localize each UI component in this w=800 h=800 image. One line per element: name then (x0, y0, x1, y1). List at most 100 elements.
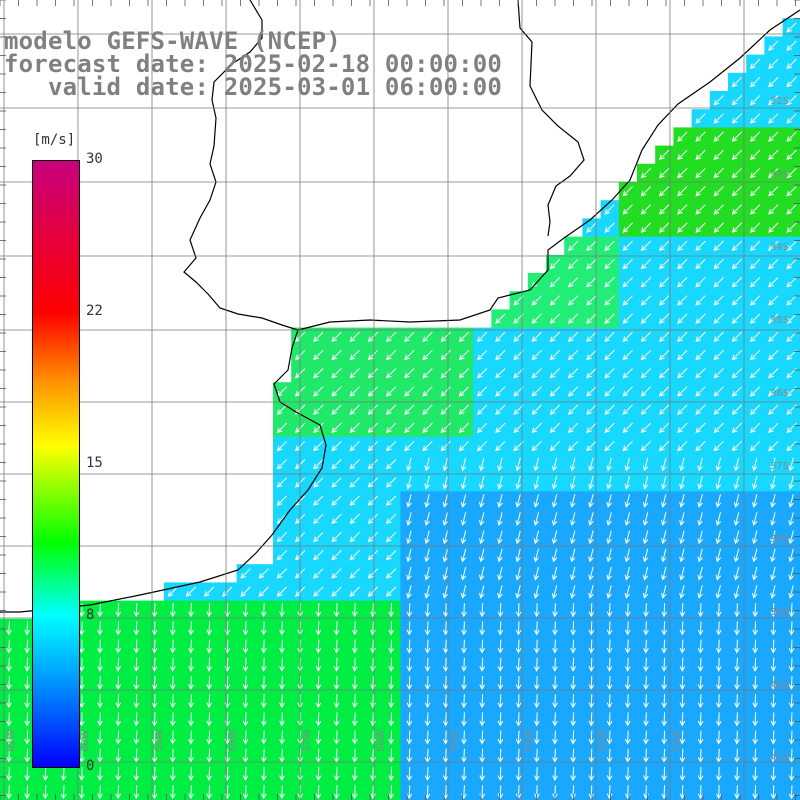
wind-arrow (768, 368, 779, 379)
wind-arrow (315, 766, 322, 782)
wind-arrow (570, 548, 576, 563)
wind-arrow (715, 494, 722, 508)
wind-arrow (786, 295, 797, 306)
wind-arrow (533, 548, 540, 563)
wind-arrow (315, 639, 322, 654)
wind-arrow (697, 639, 704, 654)
wind-arrow (367, 586, 379, 597)
wind-arrow (367, 513, 379, 525)
wind-arrow (786, 331, 797, 343)
wind-arrow (752, 694, 759, 709)
wind-arrow (385, 568, 397, 579)
wind-arrow (643, 603, 649, 618)
wind-arrow (697, 512, 703, 527)
wind-arrow (460, 512, 467, 527)
wind-arrow (442, 694, 449, 709)
wind-arrow (97, 766, 103, 782)
wind-arrow (185, 586, 197, 597)
wind-arrow (567, 440, 579, 452)
wind-arrow (497, 548, 503, 563)
wind-arrow (713, 295, 724, 306)
wind-arrow (258, 568, 269, 579)
wind-arrow (606, 712, 613, 727)
wind-arrow (424, 639, 431, 654)
wind-arrow (570, 712, 577, 727)
wind-arrow (788, 603, 795, 618)
wind-arrow (715, 512, 722, 527)
wind-arrow (731, 149, 743, 161)
wind-arrow (768, 258, 779, 270)
wind-arrow (677, 386, 688, 397)
wind-arrow (367, 568, 379, 579)
wind-arrow (622, 277, 633, 288)
wind-arrow (97, 730, 103, 745)
wind-arrow (442, 603, 449, 618)
wind-arrow (588, 785, 595, 800)
wind-arrow (333, 603, 340, 618)
wind-arrow (624, 675, 631, 691)
wind-arrow (752, 712, 759, 727)
wind-arrow (461, 766, 467, 782)
wind-arrow (42, 785, 49, 800)
wind-arrow (786, 113, 797, 124)
wind-arrow (6, 785, 12, 800)
wind-arrow (786, 58, 797, 70)
wind-arrow (406, 494, 412, 508)
wind-arrow (658, 204, 670, 215)
wind-arrow (479, 621, 486, 636)
wind-arrow (570, 694, 577, 709)
wind-arrow (424, 694, 431, 709)
wind-arrow (624, 657, 631, 672)
wind-arrow (752, 785, 759, 800)
wind-arrow (476, 404, 488, 415)
wind-arrow (531, 331, 542, 343)
wind-arrow (495, 331, 506, 343)
wind-arrow (442, 657, 449, 672)
wind-arrow (479, 712, 486, 727)
wind-arrow (695, 240, 706, 252)
wind-arrow (606, 494, 612, 508)
wind-arrow (788, 621, 795, 636)
wind-arrow (770, 766, 777, 782)
wind-arrow (515, 639, 522, 654)
wind-arrow (406, 548, 412, 563)
wind-arrow (388, 712, 395, 727)
wind-arrow (315, 657, 322, 672)
wind-arrow (661, 566, 667, 581)
wind-arrow (370, 730, 376, 745)
wind-arrow (515, 712, 522, 727)
wind-arrow (515, 457, 521, 472)
wind-arrow (643, 621, 649, 636)
wind-arrow (169, 766, 176, 782)
wind-arrow (115, 694, 122, 709)
wind-arrow (242, 675, 249, 691)
wind-arrow (604, 277, 615, 288)
wind-arrow (640, 277, 652, 288)
wind-arrow (624, 475, 631, 490)
wind-arrow (731, 240, 743, 252)
wind-arrow (731, 404, 743, 415)
wind-arrow (677, 313, 688, 324)
wind-arrow (24, 675, 31, 691)
wind-arrow (240, 568, 251, 579)
wind-arrow (643, 712, 649, 727)
wind-arrow (442, 457, 449, 472)
wind-arrow (640, 331, 652, 343)
wind-arrow (388, 621, 395, 636)
wind-arrow (497, 766, 504, 782)
wind-arrow (78, 712, 85, 727)
wind-arrow (6, 639, 12, 654)
wind-arrow (640, 313, 652, 324)
wind-arrow (679, 603, 686, 618)
wind-arrow (733, 530, 740, 545)
wind-arrow (713, 167, 724, 179)
wind-arrow (733, 457, 740, 472)
wind-arrow (315, 785, 322, 800)
lat-label: 38S (770, 534, 789, 545)
wind-arrow (533, 730, 540, 745)
wind-arrow (497, 475, 503, 490)
wind-arrow (115, 603, 122, 618)
wind-arrow (713, 313, 724, 324)
wind-arrow (640, 167, 652, 179)
